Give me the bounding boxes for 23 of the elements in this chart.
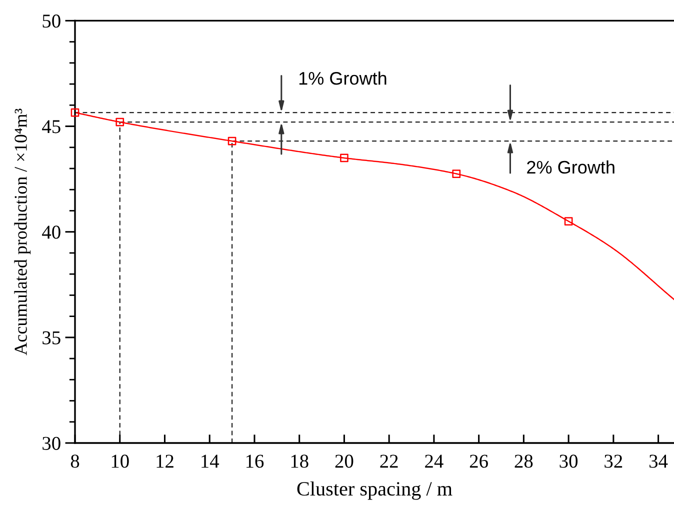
x-tick-label: 28 <box>514 454 533 468</box>
x-axis-title: Cluster spacing / m <box>297 481 452 500</box>
y-tick-label: 40 <box>42 226 60 239</box>
x-tick-label: 22 <box>380 454 398 468</box>
x-tick-label: 32 <box>604 454 622 468</box>
x-tick-label: 12 <box>156 454 174 468</box>
x-tick-label: 26 <box>470 454 488 468</box>
x-tick-label: 10 <box>112 454 129 468</box>
x-tick-label: 14 <box>202 454 220 468</box>
x-tick-label: 16 <box>246 454 264 468</box>
x-tick-label: 8 <box>70 454 80 468</box>
y-tick-label: 45 <box>42 120 60 134</box>
x-tick-label: 18 <box>291 454 308 468</box>
y-tick-label: 35 <box>42 331 60 344</box>
x-tick-label: 24 <box>425 454 444 468</box>
annotation: 1% Growth <box>299 71 386 85</box>
annotation: 2% Growth <box>527 160 614 174</box>
y-axis-title: Accumulated production / ×10⁴m³ <box>14 108 31 356</box>
x-tick-label: 34 <box>650 454 668 468</box>
y-tick-label: 50 <box>42 14 60 28</box>
y-tick-label: 30 <box>42 436 60 450</box>
x-tick-label: 20 <box>335 454 354 468</box>
x-tick-label: 30 <box>560 454 578 468</box>
